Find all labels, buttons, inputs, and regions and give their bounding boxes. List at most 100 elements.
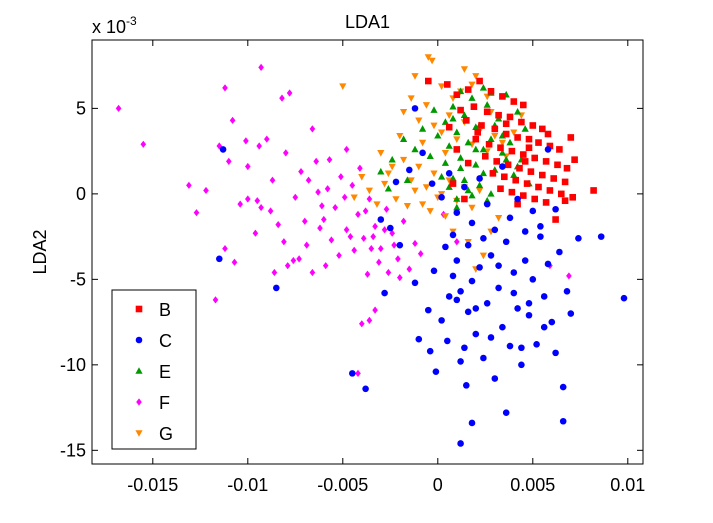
data-point-E — [472, 145, 480, 153]
data-point-F — [222, 84, 228, 92]
data-point-E — [521, 125, 529, 132]
data-point-B — [523, 180, 531, 187]
data-point-B — [508, 188, 516, 196]
data-point-B — [569, 193, 576, 201]
data-point-B — [482, 152, 489, 160]
data-point-C — [537, 223, 544, 230]
data-point-F — [343, 145, 350, 154]
data-point-C — [559, 383, 567, 391]
data-point-F — [296, 255, 302, 263]
data-point-B — [561, 197, 569, 205]
data-point-G — [453, 136, 461, 143]
data-point-B — [425, 77, 432, 85]
data-point-C — [533, 341, 540, 348]
data-point-C — [387, 224, 394, 232]
data-point-B — [457, 106, 464, 114]
data-point-C — [377, 216, 385, 223]
data-point-F — [381, 226, 388, 234]
y-axis-exponent-base: x 10 — [92, 17, 126, 37]
data-point-B — [520, 192, 527, 199]
legend-label-G: G — [159, 424, 173, 444]
x-tick-label: 0.005 — [510, 475, 555, 495]
data-point-E — [453, 203, 461, 211]
data-point-C — [457, 288, 464, 295]
legend-label-F: F — [159, 393, 170, 413]
data-point-C — [468, 219, 476, 227]
data-point-B — [506, 113, 514, 121]
data-point-C — [438, 317, 445, 324]
data-point-F — [364, 270, 371, 278]
data-point-B — [531, 154, 538, 162]
data-point-B — [508, 147, 516, 155]
data-point-C — [349, 370, 356, 377]
data-point-E — [449, 114, 457, 122]
data-point-C — [499, 323, 506, 331]
data-point-F — [326, 156, 333, 164]
data-point-F — [370, 233, 376, 241]
data-point-B — [539, 171, 546, 179]
data-point-C — [445, 170, 453, 177]
data-point-F — [302, 217, 308, 225]
data-points — [115, 54, 628, 447]
data-point-F — [397, 274, 403, 282]
data-point-B — [502, 120, 510, 128]
data-point-E — [510, 171, 518, 178]
data-point-B — [449, 180, 457, 187]
data-point-F — [357, 164, 363, 172]
data-point-B — [542, 158, 550, 165]
plot-frame — [91, 39, 644, 465]
data-point-B — [445, 123, 453, 131]
legend-marker-C — [135, 336, 143, 344]
data-point-C — [567, 310, 575, 317]
data-point-F — [245, 195, 251, 203]
data-point-G — [426, 208, 434, 215]
data-point-B — [567, 134, 575, 141]
data-point-C — [438, 193, 445, 201]
data-point-B — [487, 87, 495, 95]
data-point-C — [457, 358, 464, 365]
data-point-C — [442, 243, 449, 251]
data-point-B — [525, 144, 533, 152]
data-point-F — [385, 268, 392, 277]
data-point-F — [267, 207, 274, 215]
data-point-G — [415, 163, 423, 171]
x-tick-label: 0 — [433, 475, 443, 495]
data-point-B — [491, 125, 499, 133]
data-point-E — [388, 155, 396, 163]
data-point-C — [428, 180, 436, 187]
legend-marker-B — [135, 305, 143, 313]
data-point-G — [403, 203, 411, 210]
data-point-B — [501, 173, 508, 181]
data-point-F — [372, 222, 378, 230]
data-point-F — [229, 116, 236, 124]
data-point-C — [514, 305, 521, 312]
y-tick-label: 0 — [76, 184, 86, 204]
data-point-F — [264, 135, 270, 143]
data-point-C — [464, 308, 472, 316]
data-point-F — [412, 239, 418, 248]
data-point-C — [544, 146, 552, 153]
data-point-C — [453, 209, 461, 216]
data-point-F — [372, 306, 378, 314]
data-point-E — [460, 176, 468, 183]
data-point-E — [449, 102, 457, 110]
data-point-F — [349, 181, 356, 189]
data-point-E — [479, 145, 487, 153]
data-point-G — [422, 102, 430, 109]
data-point-C — [502, 409, 510, 417]
data-point-C — [518, 361, 525, 369]
data-point-C — [499, 163, 506, 170]
data-point-B — [520, 101, 527, 109]
data-point-B — [558, 190, 565, 198]
data-point-F — [281, 238, 287, 246]
x-axis: -0.015 -0.01 -0.005 0 0.005 0.01 — [127, 40, 645, 495]
data-point-C — [480, 235, 487, 242]
data-point-F — [292, 193, 299, 201]
data-point-C — [559, 417, 567, 425]
legend-marker-E — [135, 367, 143, 374]
data-point-B — [483, 108, 491, 116]
data-point-C — [521, 257, 529, 264]
data-point-F — [347, 233, 354, 241]
data-point-E — [468, 94, 476, 101]
